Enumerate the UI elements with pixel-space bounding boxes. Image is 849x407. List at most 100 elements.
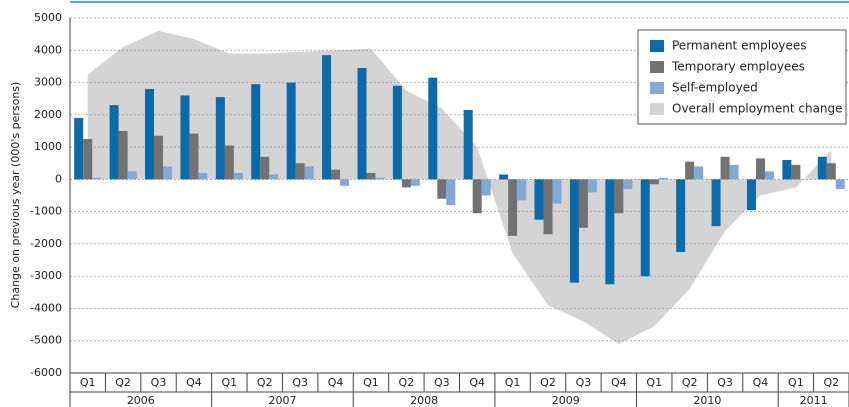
bar <box>286 82 296 180</box>
bar <box>649 179 659 185</box>
bar <box>269 174 279 180</box>
bar <box>729 164 739 180</box>
bar <box>720 156 730 180</box>
bar <box>340 179 350 186</box>
y-tick-label: 2000 <box>34 108 62 121</box>
x-tick-label: Q3 <box>717 376 733 389</box>
y-tick-label: 4000 <box>34 43 62 56</box>
x-tick-label: Q1 <box>646 376 662 389</box>
x-tick-label: Q4 <box>753 376 769 389</box>
y-axis-label: Change on previous year (000's persons) <box>9 82 22 309</box>
y-tick-label: -2000 <box>30 237 62 250</box>
bar <box>463 109 473 180</box>
bar <box>410 179 420 186</box>
year-label: 2008 <box>410 394 438 407</box>
bar <box>109 105 119 180</box>
bar <box>251 84 261 180</box>
x-tick-label: Q2 <box>823 376 839 389</box>
bar <box>782 160 792 180</box>
x-tick-label: Q2 <box>399 376 415 389</box>
x-tick-label: Q3 <box>434 376 450 389</box>
bar <box>587 179 597 193</box>
legend-label: Permanent employees <box>672 39 807 53</box>
y-tick-label: -6000 <box>30 366 62 379</box>
bar <box>198 172 208 180</box>
bar <box>295 163 305 180</box>
bar <box>676 179 686 252</box>
legend-label: Self-employed <box>672 81 758 95</box>
year-label: 2006 <box>127 394 155 407</box>
bar <box>685 161 695 180</box>
bar <box>791 164 801 180</box>
bar <box>543 179 553 235</box>
bar <box>658 177 668 180</box>
x-tick-label: Q3 <box>151 376 167 389</box>
x-tick-label: Q1 <box>222 376 238 389</box>
legend-label: Temporary employees <box>671 60 805 74</box>
bar <box>578 179 588 228</box>
bar <box>534 179 544 220</box>
bar <box>215 97 225 180</box>
x-tick-label: Q2 <box>540 376 556 389</box>
bar <box>118 130 128 180</box>
bar <box>499 174 509 180</box>
year-label: 2010 <box>693 394 721 407</box>
bar <box>322 55 332 180</box>
y-tick-label: -5000 <box>30 334 62 347</box>
x-tick-label: Q1 <box>80 376 96 389</box>
bar <box>446 179 456 206</box>
bar <box>74 118 84 180</box>
x-tick-label: Q3 <box>576 376 592 389</box>
bar <box>623 179 633 190</box>
bar <box>817 156 827 180</box>
bar <box>224 145 234 180</box>
legend-swatch <box>650 82 664 94</box>
bar <box>189 133 199 180</box>
bar <box>233 172 243 180</box>
bar <box>145 89 155 180</box>
y-tick-label: 3000 <box>34 76 62 89</box>
bar <box>154 135 164 180</box>
x-tick-label: Q4 <box>328 376 344 389</box>
legend-label: Overall employment change <box>672 102 843 116</box>
y-tick-label: -4000 <box>30 301 62 314</box>
bar <box>260 156 270 180</box>
bar <box>401 179 411 188</box>
legend-swatch <box>650 61 664 73</box>
bar <box>746 179 756 211</box>
legend-box <box>637 29 847 125</box>
x-tick-label: Q1 <box>363 376 379 389</box>
bar <box>826 163 836 180</box>
bar <box>127 171 137 180</box>
year-label: 2009 <box>552 394 580 407</box>
bar <box>640 179 650 277</box>
x-tick-label: Q4 <box>186 376 202 389</box>
bar <box>428 77 438 180</box>
x-tick-label: Q3 <box>292 376 308 389</box>
bar <box>331 169 341 180</box>
bar <box>605 179 615 285</box>
year-label: 2011 <box>800 394 828 407</box>
x-tick-label: Q4 <box>469 376 485 389</box>
bar <box>163 166 173 180</box>
x-tick-label: Q1 <box>788 376 804 389</box>
bar <box>508 179 518 236</box>
x-tick-label: Q2 <box>257 376 273 389</box>
y-tick-label: -3000 <box>30 269 62 282</box>
bar <box>83 139 93 180</box>
bar <box>764 171 774 180</box>
bar <box>366 172 376 180</box>
bar <box>755 158 765 180</box>
bar <box>472 179 482 214</box>
legend-swatch <box>650 103 664 115</box>
bar <box>614 179 624 214</box>
bar <box>375 177 385 180</box>
y-tick-label: 5000 <box>34 11 62 24</box>
bar <box>711 179 721 227</box>
bar <box>694 166 704 180</box>
y-tick-label: 0 <box>55 172 62 185</box>
bar <box>437 179 447 199</box>
bar <box>92 177 102 180</box>
bar <box>517 179 527 201</box>
